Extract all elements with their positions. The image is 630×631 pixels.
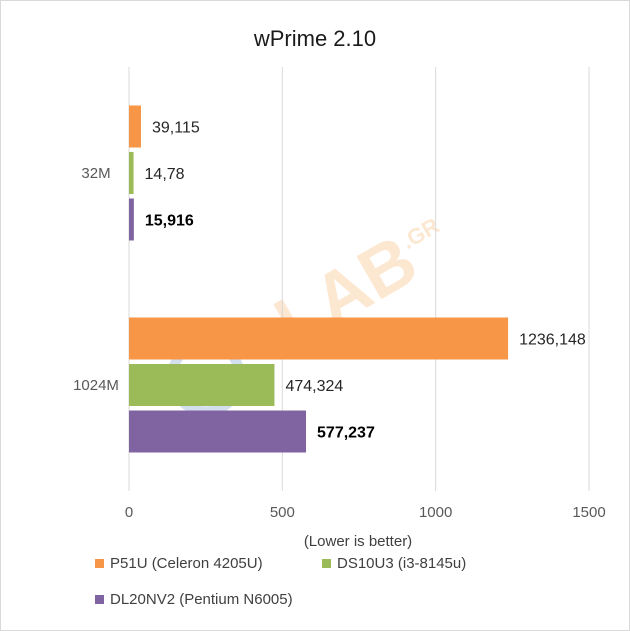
data-label: 474,324 <box>285 378 343 395</box>
bar <box>129 198 134 241</box>
bar <box>129 317 509 360</box>
legend-swatch <box>95 559 104 568</box>
x-axis-label: (Lower is better) <box>304 533 412 550</box>
x-tick-label: 500 <box>270 504 295 521</box>
legend-entry: DL20NV2 (Pentium N6005) <box>110 591 293 608</box>
bar <box>129 152 134 194</box>
data-label: 39,115 <box>152 120 200 137</box>
bar <box>129 105 141 148</box>
data-label: 1236,148 <box>519 332 586 349</box>
bar <box>129 364 275 406</box>
legend-swatch <box>322 559 331 568</box>
bar <box>129 410 307 453</box>
legend-entry: P51U (Celeron 4205U) <box>110 555 263 572</box>
chart-title: wPrime 2.10 <box>253 26 376 51</box>
x-tick-label: 0 <box>125 504 133 521</box>
legend-swatch <box>95 595 104 604</box>
data-label: 15,916 <box>145 213 194 230</box>
data-label: 14,78 <box>145 166 185 183</box>
category-label: 32M <box>81 165 110 182</box>
category-label: 1024M <box>73 377 119 394</box>
legend-entry: DS10U3 (i3-8145u) <box>337 555 466 572</box>
x-tick-label: 1000 <box>419 504 452 521</box>
data-label: 577,237 <box>317 425 375 442</box>
x-tick-label: 1500 <box>572 504 605 521</box>
